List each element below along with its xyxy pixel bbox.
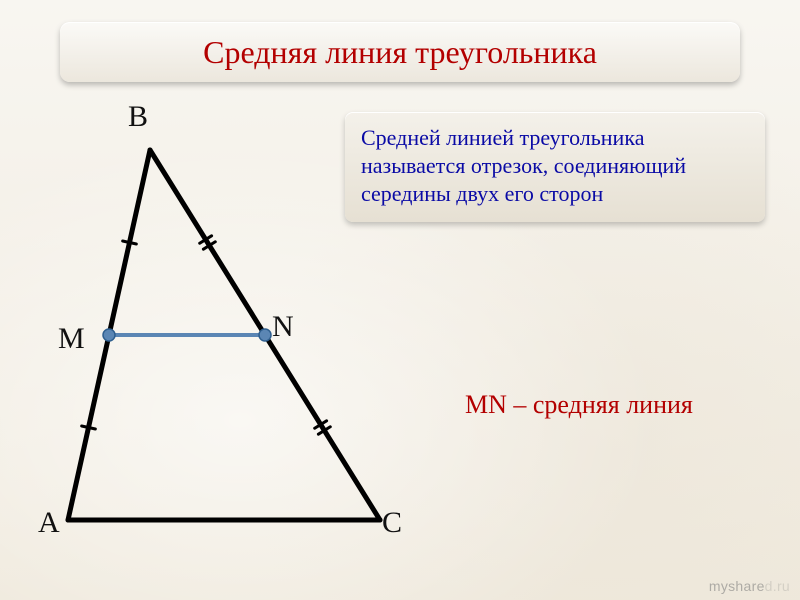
definition-panel: Средней линией треугольника называется о… [345, 112, 765, 222]
point-label-N: N [272, 310, 294, 344]
watermark: myshared.ru [709, 578, 790, 594]
title-text: Средняя линия треугольника [203, 34, 597, 71]
point-label-C: C [382, 506, 402, 540]
definition-text: Средней линией треугольника называется о… [361, 124, 749, 208]
point-label-A: A [38, 506, 60, 540]
watermark-faded: d.ru [765, 578, 790, 594]
title-panel: Средняя линия треугольника [60, 22, 740, 82]
point-label-B: B [128, 100, 148, 134]
point-label-M: M [58, 322, 85, 356]
midline-caption: MN – средняя линия [465, 390, 693, 420]
watermark-visible: myshare [709, 578, 765, 594]
